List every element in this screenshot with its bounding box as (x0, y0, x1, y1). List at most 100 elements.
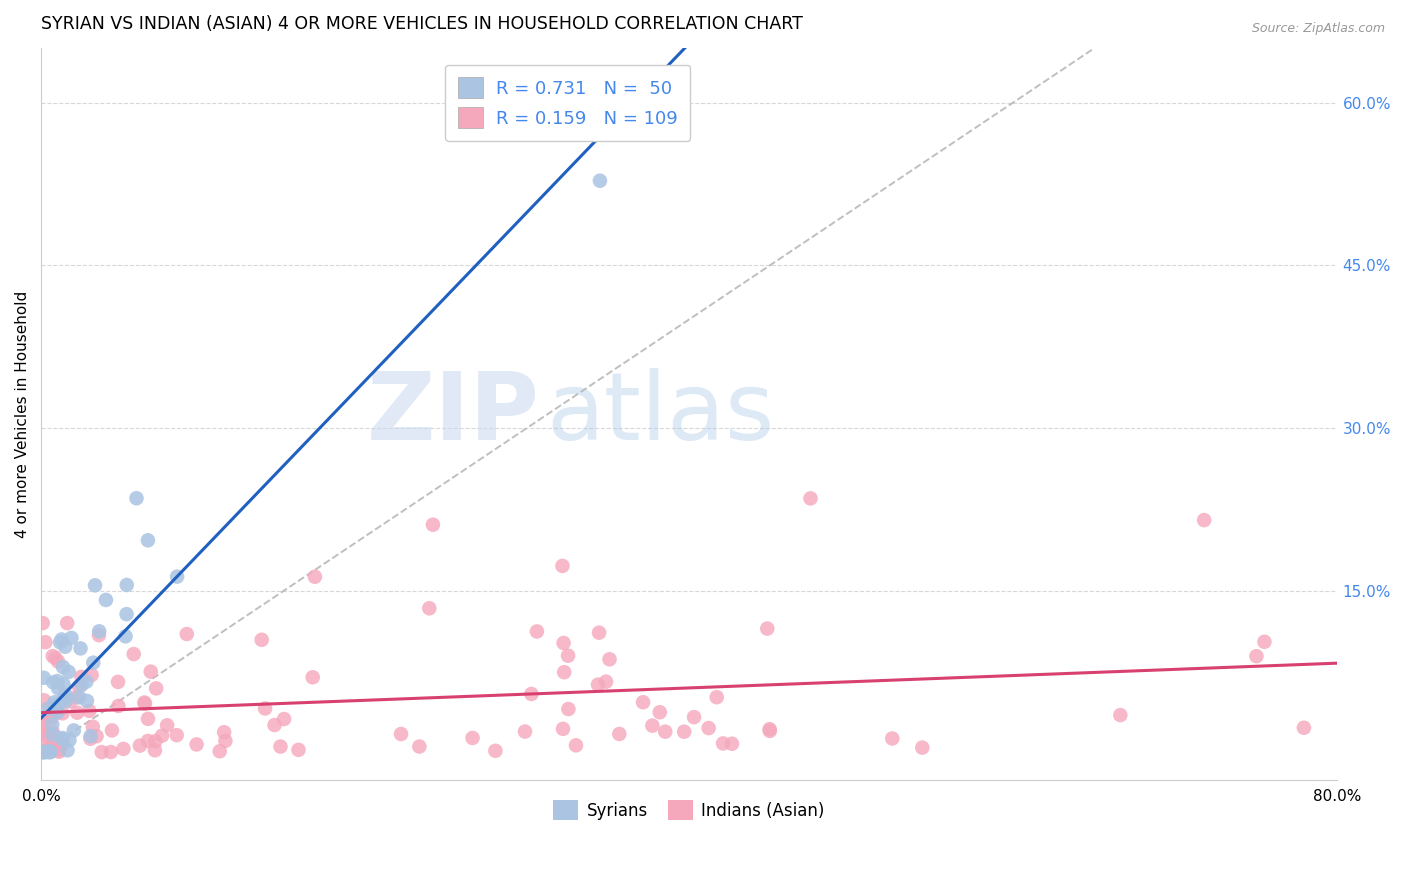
Point (70, 678, 93, 692)
Point (706, 690, 728, 705)
Point (212, 725, 235, 739)
Point (101, 723, 124, 738)
Point (150, 729, 173, 743)
Point (34, 710, 56, 724)
Legend: Syrians, Indians (Asian): Syrians, Indians (Asian) (547, 793, 831, 827)
Point (46, 699, 69, 714)
Point (51, 632, 73, 647)
Point (39, 741, 62, 756)
Point (697, 721, 720, 735)
Point (139, 665, 162, 679)
Point (51, 706, 73, 721)
Point (136, 533, 159, 548)
Point (166, 728, 188, 742)
Point (38, 744, 60, 758)
Point (911, 740, 934, 755)
Point (588, 625, 610, 640)
Point (53, 640, 76, 654)
Point (461, 731, 484, 745)
Point (35, 745, 58, 759)
Point (76, 694, 98, 708)
Point (186, 738, 208, 752)
Point (759, 723, 782, 738)
Text: ZIP: ZIP (367, 368, 540, 460)
Point (301, 670, 323, 684)
Point (683, 710, 706, 724)
Text: atlas: atlas (547, 368, 775, 460)
Point (56, 616, 79, 631)
Point (90, 745, 112, 759)
Point (31, 744, 53, 758)
Point (53, 690, 76, 705)
Point (107, 698, 129, 713)
Point (32, 745, 55, 759)
Point (134, 697, 156, 711)
Point (32, 728, 55, 742)
Point (46, 674, 69, 689)
Point (82, 720, 104, 734)
Point (45, 698, 67, 712)
Point (52, 660, 75, 674)
Point (42, 730, 65, 744)
Y-axis label: 4 or more Vehicles in Household: 4 or more Vehicles in Household (15, 291, 30, 538)
Point (55, 694, 77, 708)
Point (287, 743, 309, 757)
Point (86, 729, 108, 743)
Point (136, 712, 159, 726)
Point (513, 724, 536, 739)
Point (39, 740, 62, 755)
Point (125, 491, 148, 506)
Point (422, 517, 444, 532)
Point (389, 727, 412, 741)
Point (408, 739, 430, 754)
Text: Source: ZipAtlas.com: Source: ZipAtlas.com (1251, 22, 1385, 36)
Point (42, 736, 65, 750)
Point (41, 717, 63, 731)
Point (55, 688, 77, 702)
Point (273, 712, 295, 726)
Point (44, 651, 66, 665)
Point (67, 690, 90, 705)
Point (122, 647, 145, 661)
Point (31, 723, 53, 737)
Point (631, 695, 654, 709)
Point (711, 736, 734, 750)
Point (67, 679, 90, 693)
Point (1109, 708, 1132, 723)
Point (254, 701, 277, 715)
Point (32, 745, 55, 759)
Point (418, 601, 440, 615)
Point (166, 569, 188, 583)
Point (1292, 721, 1315, 735)
Point (39, 704, 62, 718)
Point (31, 745, 53, 759)
Point (1246, 649, 1268, 664)
Point (42, 725, 65, 739)
Point (586, 678, 609, 692)
Point (41, 727, 63, 741)
Point (31, 733, 53, 747)
Point (31, 616, 53, 631)
Point (58, 665, 80, 679)
Point (66, 706, 89, 720)
Point (60, 631, 83, 645)
Point (1253, 634, 1275, 648)
Point (648, 705, 671, 719)
Point (589, 174, 612, 188)
Point (51, 732, 73, 747)
Point (115, 578, 138, 592)
Point (799, 491, 821, 506)
Point (82, 656, 104, 670)
Point (520, 687, 543, 701)
Point (42, 649, 65, 664)
Point (565, 739, 588, 753)
Point (143, 734, 166, 748)
Point (59, 694, 82, 708)
Point (39, 745, 62, 759)
Text: SYRIAN VS INDIAN (ASIAN) 4 OR MORE VEHICLES IN HOUSEHOLD CORRELATION CHART: SYRIAN VS INDIAN (ASIAN) 4 OR MORE VEHIC… (41, 15, 803, 33)
Point (79, 731, 101, 746)
Point (51, 738, 73, 752)
Point (136, 734, 159, 748)
Point (79, 704, 101, 718)
Point (214, 734, 236, 748)
